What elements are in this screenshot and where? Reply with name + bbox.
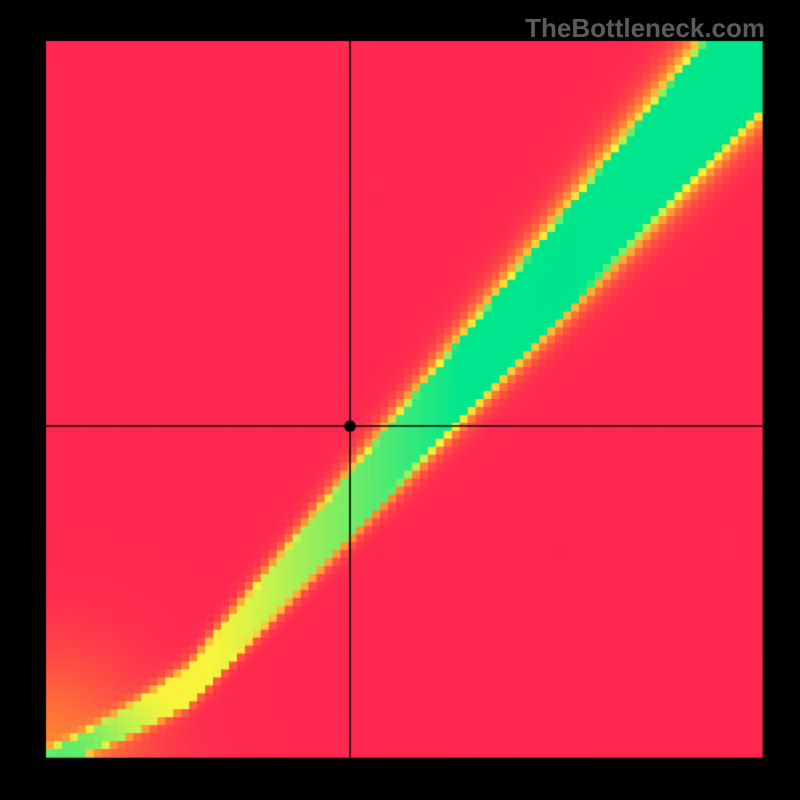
watermark-text: TheBottleneck.com [525, 13, 765, 44]
bottleneck-heatmap [0, 0, 800, 800]
chart-container: { "canvas": { "width": 800, "height": 80… [0, 0, 800, 800]
